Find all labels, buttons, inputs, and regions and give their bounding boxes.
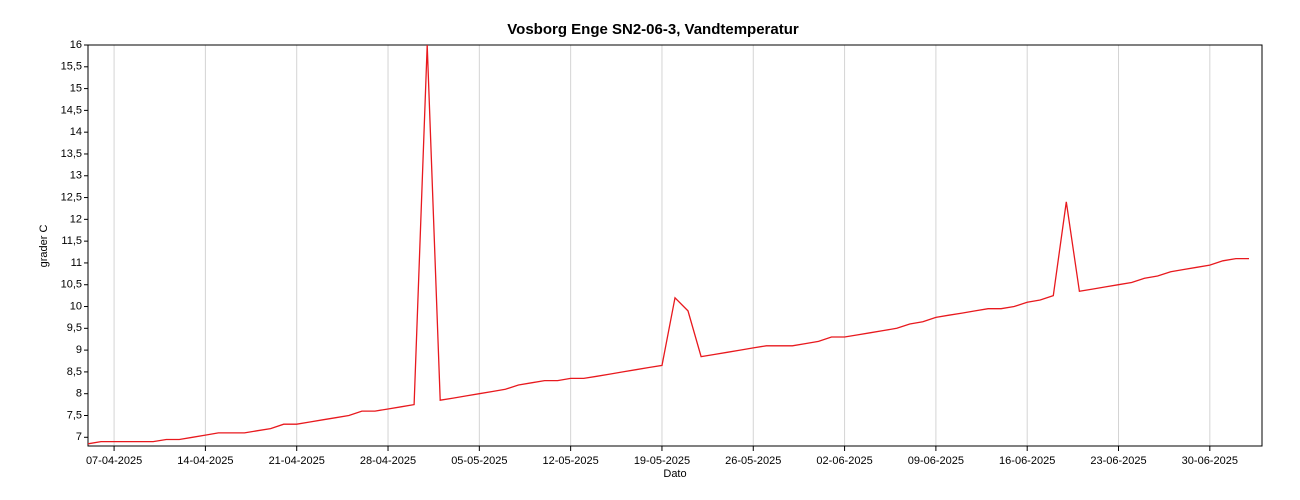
y-tick-label: 14,5: [61, 104, 82, 116]
x-tick-label: 07-04-2025: [86, 455, 142, 467]
x-tick-label: 28-04-2025: [360, 455, 416, 467]
y-tick-label: 8: [76, 388, 82, 400]
y-tick-label: 16: [70, 39, 82, 51]
y-axis-label: grader C: [38, 225, 50, 268]
x-tick-label: 16-06-2025: [999, 455, 1055, 467]
y-tick-label: 8,5: [67, 366, 82, 378]
x-tick-label: 26-05-2025: [725, 455, 781, 467]
x-tick-label: 30-06-2025: [1182, 455, 1238, 467]
y-tick-label: 11: [71, 257, 82, 269]
data-line: [87, 44, 1249, 445]
y-tick-label: 12,5: [61, 191, 82, 203]
y-tick-label: 10,5: [61, 279, 82, 291]
y-tick-label: 13,5: [61, 148, 82, 160]
x-tick-label: 19-05-2025: [634, 455, 690, 467]
x-tick-label: 02-06-2025: [816, 455, 872, 467]
y-tick-label: 7,5: [67, 409, 82, 421]
y-tick-label: 13: [70, 170, 82, 182]
x-tick-label: 23-06-2025: [1090, 455, 1146, 467]
x-tick-label: 21-04-2025: [269, 455, 325, 467]
y-tick-label: 9: [76, 344, 82, 356]
y-tick-label: 14: [70, 126, 82, 138]
x-tick-label: 12-05-2025: [543, 455, 599, 467]
x-tick-label: 09-06-2025: [908, 455, 964, 467]
y-tick-label: 9,5: [67, 322, 82, 334]
plot-frame: [87, 44, 1263, 447]
y-tick-label: 7: [76, 431, 82, 443]
x-axis-label: Dato: [663, 468, 686, 480]
x-tick-label: 14-04-2025: [177, 455, 233, 467]
y-tick-label: 11,5: [61, 235, 82, 247]
chart-title: Vosborg Enge SN2-06-3, Vandtemperatur: [507, 21, 799, 38]
y-tick-label: 10: [70, 300, 82, 312]
y-tick-label: 12: [70, 213, 82, 225]
x-tick-label: 05-05-2025: [451, 455, 507, 467]
y-tick-label: 15,5: [61, 61, 82, 73]
y-tick-label: 15: [70, 82, 82, 94]
